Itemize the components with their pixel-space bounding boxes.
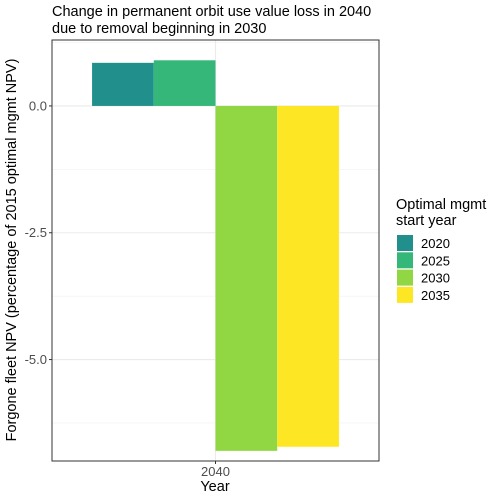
legend-swatch-2035: [397, 286, 413, 303]
bars: [92, 60, 339, 451]
y-tick-label: -2.5: [25, 225, 47, 240]
chart-title-line-1: Change in permanent orbit use value loss…: [52, 4, 371, 20]
bar-2030-2040: [215, 105, 278, 451]
legend-label-2030: 2030: [421, 271, 450, 286]
legend-swatch-2025: [397, 252, 413, 269]
y-tick-label: -5.0: [25, 352, 47, 367]
y-tick-label: 0.0: [29, 98, 47, 113]
y-axis-title: Forgone fleet NPV (percentage of 2015 op…: [4, 59, 20, 442]
axis-ticks: 0.0 -2.5 -5.0 2040: [25, 98, 230, 479]
bar-2020-2040: [92, 62, 154, 106]
legend: Optimal mgmt start year 2020 2025 2030 2035: [396, 197, 486, 303]
legend-title-line-2: start year: [396, 213, 457, 229]
chart-title-line-2: due to removal beginning in 2030: [52, 21, 266, 37]
bar-2035-2040: [277, 105, 339, 447]
legend-swatch-2030: [397, 269, 413, 286]
x-axis-title: Year: [200, 479, 229, 495]
legend-label-2035: 2035: [421, 288, 450, 303]
legend-swatch-2020: [397, 235, 413, 251]
legend-title-line-1: Optimal mgmt: [396, 197, 486, 213]
legend-label-2020: 2020: [421, 236, 450, 251]
bar-2025-2040: [153, 60, 216, 106]
x-tick-label: 2040: [201, 464, 230, 479]
legend-label-2025: 2025: [421, 253, 450, 268]
